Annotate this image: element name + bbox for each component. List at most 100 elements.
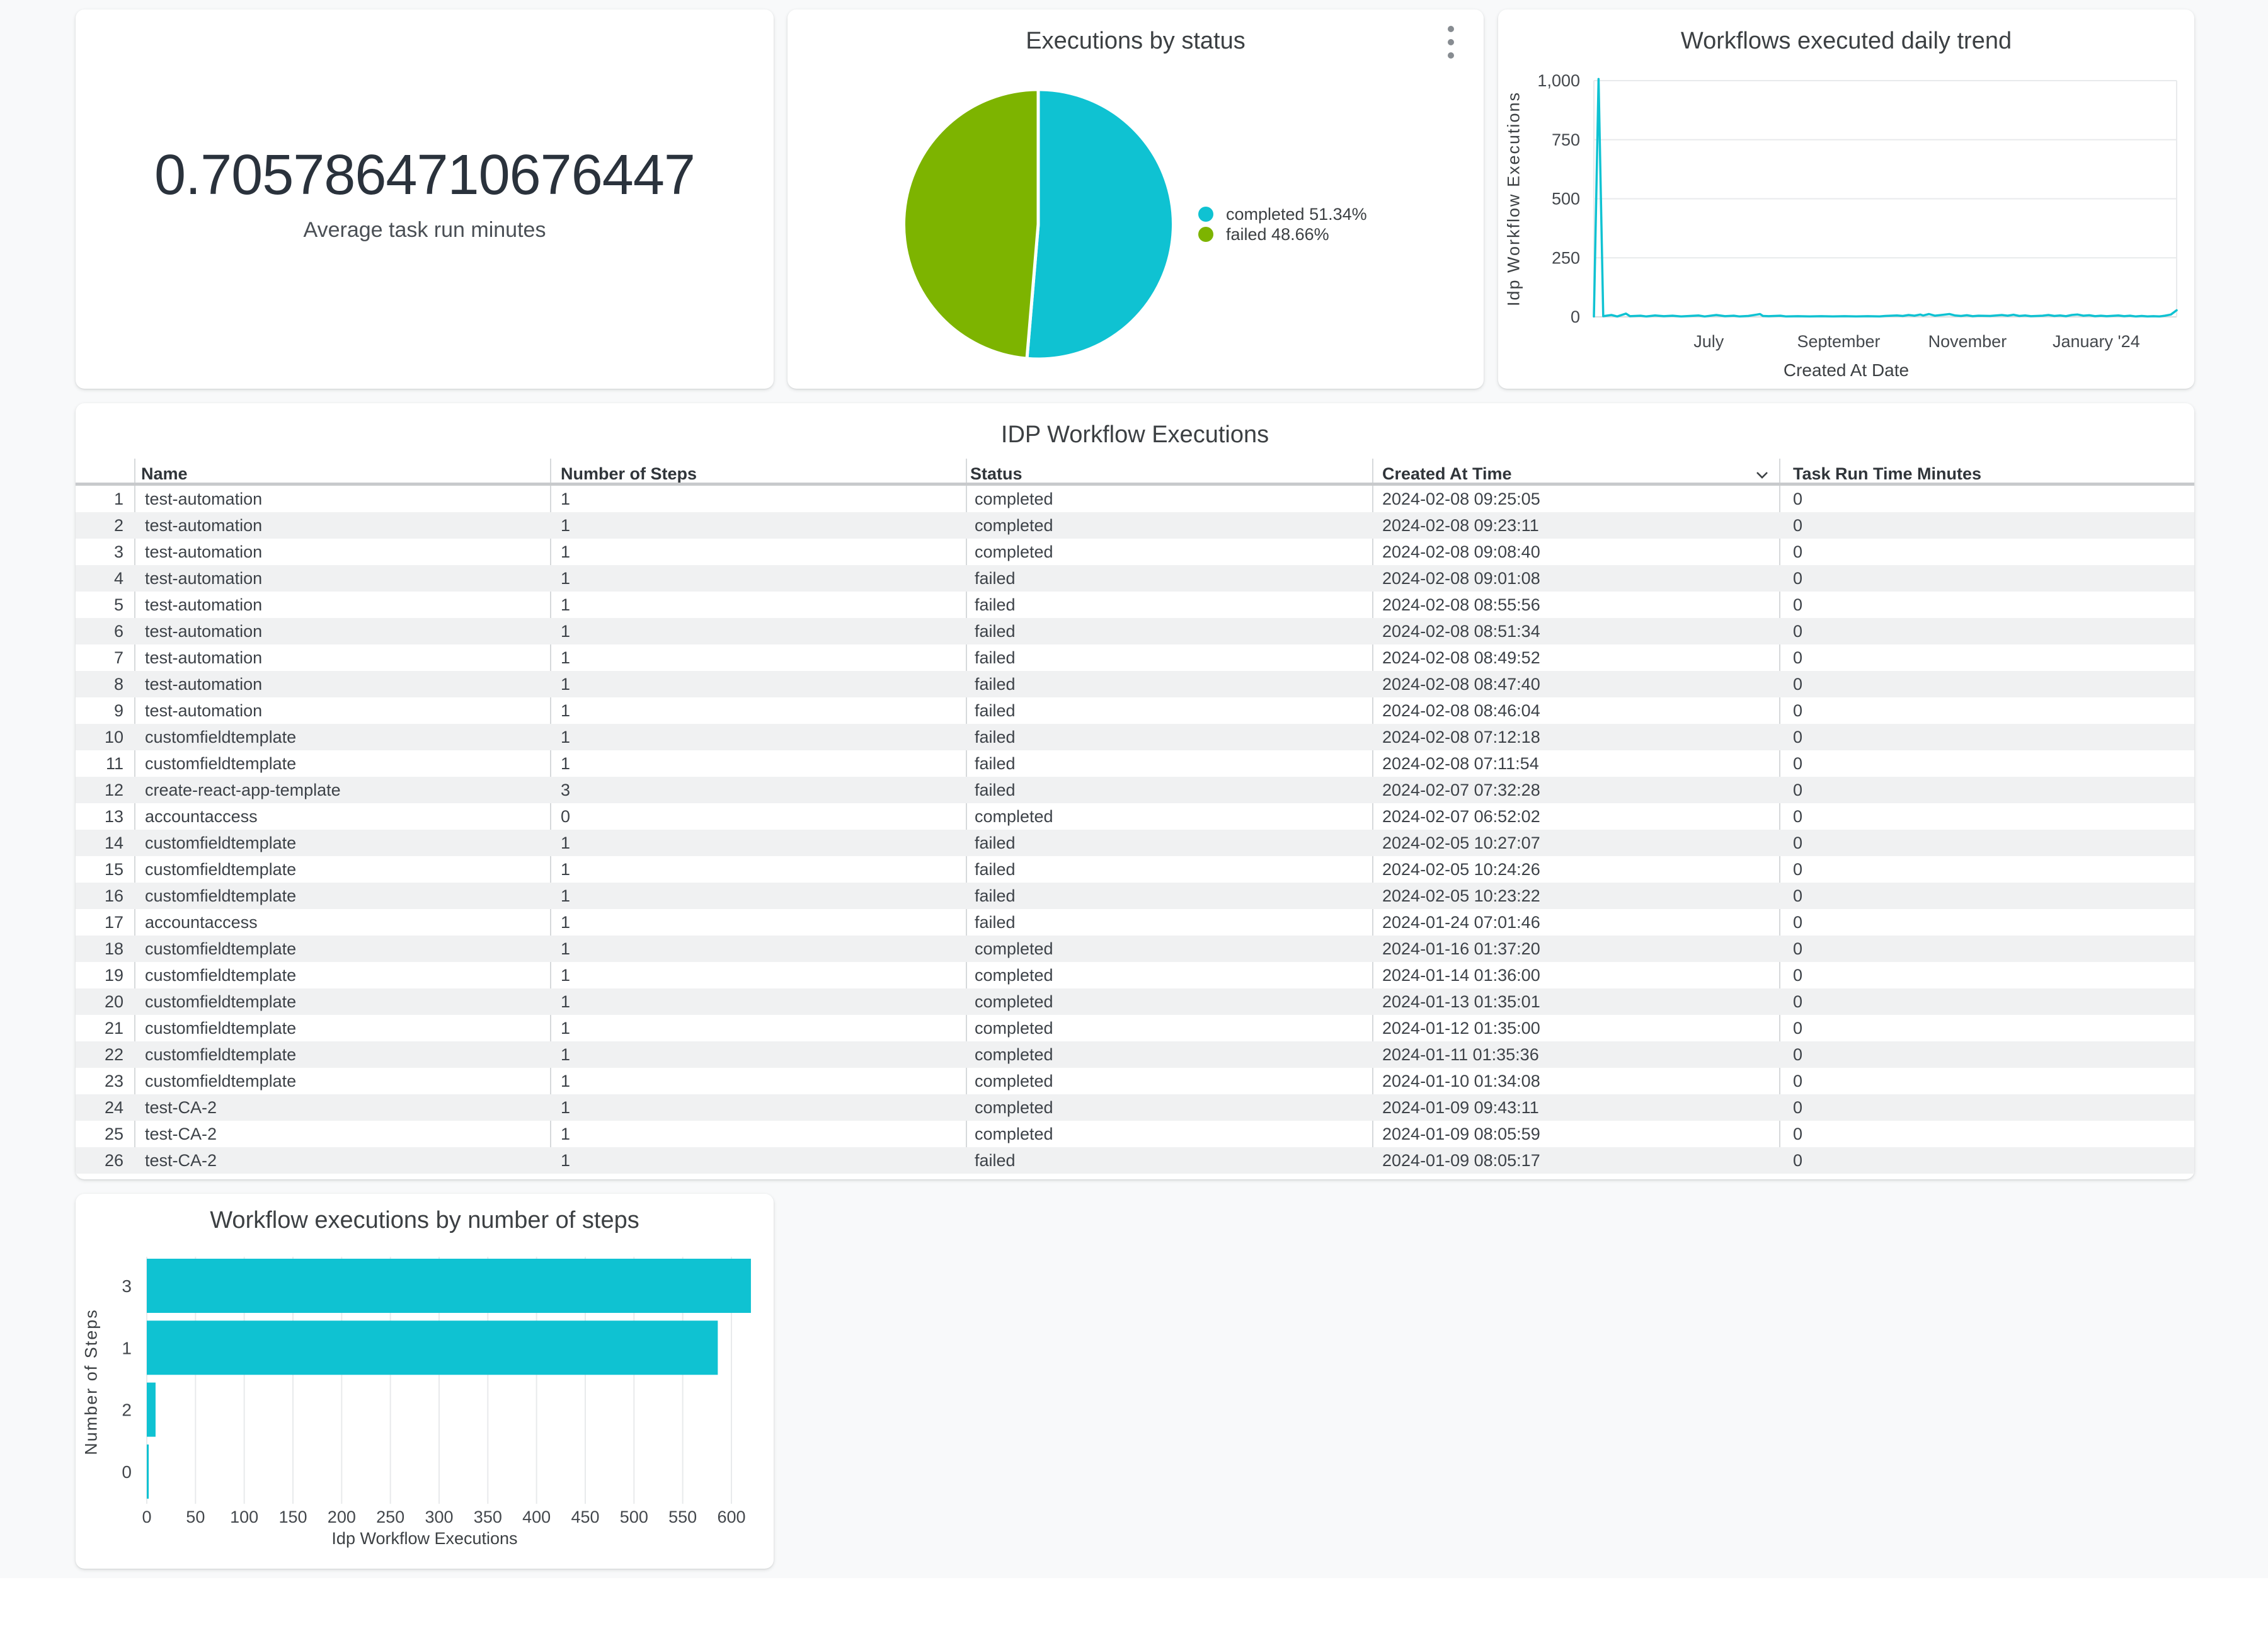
cell-rank: 26 (104, 1151, 123, 1170)
cell-steps: 1 (561, 992, 571, 1011)
column-divider (966, 459, 967, 1174)
cell-name: accountaccess (145, 913, 258, 932)
table-row[interactable]: 5 test-automation 1 failed 2024-02-08 08:55:… (76, 592, 2194, 618)
legend-label-completed: completed 51.34% (1226, 204, 1367, 224)
cell-steps: 1 (561, 1019, 571, 1038)
table-row[interactable]: 23 customfieldtemplate 1 completed 2024-01-1… (76, 1068, 2194, 1094)
scorecard-label: Average task run minutes (303, 218, 546, 242)
cell-minutes: 0 (1793, 886, 1803, 905)
cell-minutes: 0 (1793, 728, 1803, 747)
cell-minutes: 0 (1793, 1072, 1803, 1091)
kebab-menu-icon[interactable] (1443, 26, 1459, 64)
cell-steps: 1 (561, 648, 571, 667)
cell-status: failed (975, 860, 1016, 879)
cell-rank: 5 (113, 595, 123, 614)
column-header-status[interactable]: Status (970, 464, 1022, 483)
table-row[interactable]: 15 customfieldtemplate 1 failed 2024-02-05 1… (76, 856, 2194, 883)
cell-name: test-automation (145, 569, 263, 588)
table-row[interactable]: 9 test-automation 1 failed 2024-02-08 08:46:… (76, 697, 2194, 724)
cell-steps: 1 (561, 675, 571, 694)
cell-rank: 4 (113, 569, 123, 588)
table-row[interactable]: 22 customfieldtemplate 1 completed 2024-01-1… (76, 1041, 2194, 1068)
cell-minutes: 0 (1793, 569, 1803, 588)
cell-minutes: 0 (1793, 516, 1803, 535)
table-row[interactable]: 25 test-CA-2 1 completed 2024-01-09 08:05:59… (76, 1121, 2194, 1147)
bar-x-tick-label: 200 (328, 1508, 356, 1526)
bar-x-tick-label: 150 (278, 1508, 307, 1526)
table-row[interactable]: 8 test-automation 1 failed 2024-02-08 08:47:… (76, 671, 2194, 697)
cell-name: customfieldtemplate (145, 833, 297, 852)
table-row[interactable]: 26 test-CA-2 1 failed 2024-01-09 08:05:17 0 (76, 1147, 2194, 1174)
cell-created-at: 2024-01-13 01:35:01 (1382, 992, 1540, 1011)
table-row[interactable]: 6 test-automation 1 failed 2024-02-08 08:51:… (76, 618, 2194, 644)
cell-minutes: 0 (1793, 807, 1803, 826)
cell-steps: 3 (561, 781, 571, 799)
table-row[interactable]: 17 accountaccess 1 failed 2024-01-24 07:01:4… (76, 909, 2194, 936)
table-row[interactable]: 16 customfieldtemplate 1 failed 2024-02-05 1… (76, 883, 2194, 909)
pie-chart-card: Executions by status completed 51.34% fa… (788, 9, 1484, 389)
table-row[interactable]: 1 test-automation 1 completed 2024-02-08 09:… (76, 486, 2194, 512)
bar-steps-3[interactable] (147, 1259, 751, 1313)
cell-minutes: 0 (1793, 966, 1803, 985)
column-header-minutes[interactable]: Task Run Time Minutes (1793, 464, 1982, 483)
cell-created-at: 2024-02-08 08:46:04 (1382, 701, 1540, 720)
cell-status: failed (975, 728, 1016, 747)
cell-created-at: 2024-02-08 08:51:34 (1382, 622, 1540, 641)
cell-created-at: 2024-02-08 08:47:40 (1382, 675, 1540, 694)
bar-steps-0[interactable] (147, 1444, 149, 1499)
cell-created-at: 2024-02-07 07:32:28 (1382, 781, 1540, 799)
legend-item-completed[interactable]: completed 51.34% (1198, 204, 1367, 224)
line-y-tick-label: 500 (1552, 190, 1580, 209)
cell-steps: 1 (561, 489, 571, 508)
column-header-created[interactable]: Created At Time (1382, 464, 1512, 483)
cell-status: failed (975, 781, 1016, 799)
trend-line-series[interactable] (1593, 77, 2178, 318)
pie-slice-completed[interactable] (1025, 88, 1175, 361)
cell-status: failed (975, 1151, 1016, 1170)
column-header-name[interactable]: Name (141, 464, 188, 483)
table-row[interactable]: 11 customfieldtemplate 1 failed 2024-02-08 0… (76, 750, 2194, 777)
cell-name: test-automation (145, 675, 263, 694)
bar-steps-2[interactable] (147, 1382, 156, 1437)
bar-x-tick-label: 600 (717, 1508, 745, 1526)
cell-minutes: 0 (1793, 833, 1803, 852)
table-row[interactable]: 20 customfieldtemplate 1 completed 2024-01-1… (76, 988, 2194, 1015)
table-row[interactable]: 3 test-automation 1 completed 2024-02-08 09:… (76, 539, 2194, 565)
table-row[interactable]: 18 customfieldtemplate 1 completed 2024-01-1… (76, 936, 2194, 962)
legend-item-failed[interactable]: failed 48.66% (1198, 224, 1367, 244)
cell-status: completed (975, 1045, 1053, 1064)
column-divider (1779, 459, 1780, 1174)
cell-minutes: 0 (1793, 1125, 1803, 1143)
bar-steps-1[interactable] (147, 1320, 718, 1375)
bar-category-label: 3 (122, 1276, 132, 1296)
table-row[interactable]: 24 test-CA-2 1 completed 2024-01-09 09:43:11… (76, 1094, 2194, 1121)
table-row[interactable]: 10 customfieldtemplate 1 failed 2024-02-08 0… (76, 724, 2194, 750)
pie-slice-failed[interactable] (902, 88, 1040, 360)
cell-name: customfieldtemplate (145, 886, 297, 905)
table-row[interactable]: 21 customfieldtemplate 1 completed 2024-01-1… (76, 1015, 2194, 1041)
table-row[interactable]: 13 accountaccess 0 completed 2024-02-07 06:5… (76, 803, 2194, 830)
pie-chart (902, 88, 1175, 361)
cell-steps: 1 (561, 595, 571, 614)
bar-x-tick-label: 350 (474, 1508, 502, 1526)
line-chart-card: Workflows executed daily trend 0 250 500 75… (1498, 9, 2194, 389)
cell-minutes: 0 (1793, 622, 1803, 641)
cell-rank: 6 (113, 622, 123, 641)
cell-name: customfieldtemplate (145, 754, 297, 773)
legend-label-failed: failed 48.66% (1226, 224, 1329, 244)
table-row[interactable]: 12 create-react-app-template 3 failed 2024-0… (76, 777, 2194, 803)
cell-status: failed (975, 833, 1016, 852)
table-row[interactable]: 19 customfieldtemplate 1 completed 2024-01-1… (76, 962, 2194, 988)
cell-steps: 1 (561, 569, 571, 588)
column-header-steps[interactable]: Number of Steps (561, 464, 697, 483)
table-row[interactable]: 4 test-automation 1 failed 2024-02-08 09:01:… (76, 565, 2194, 592)
table-row[interactable]: 14 customfieldtemplate 1 failed 2024-02-05 1… (76, 830, 2194, 856)
cell-created-at: 2024-02-08 07:11:54 (1382, 754, 1539, 773)
line-x-tick-label: September (1797, 332, 1880, 351)
table-row[interactable]: 2 test-automation 1 completed 2024-02-08 09:… (76, 512, 2194, 539)
bar-y-axis-title: Number of Steps (81, 1308, 101, 1455)
cell-rank: 25 (104, 1125, 123, 1143)
table-row[interactable]: 7 test-automation 1 failed 2024-02-08 08:49:… (76, 644, 2194, 671)
sort-desc-chevron-icon[interactable] (1753, 466, 1772, 484)
cell-steps: 1 (561, 939, 571, 958)
